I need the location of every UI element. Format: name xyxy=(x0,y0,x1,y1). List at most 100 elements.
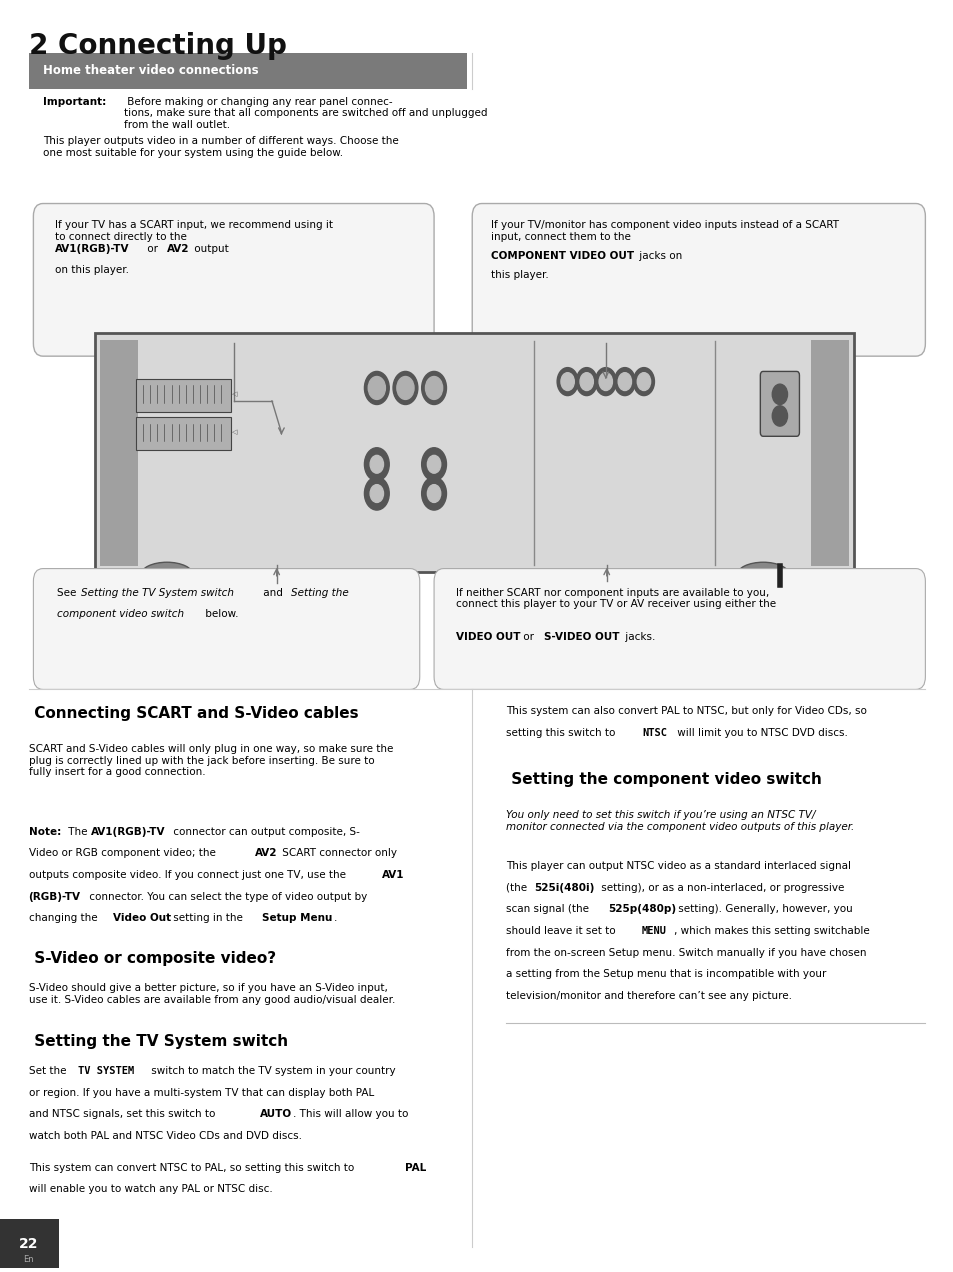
Text: 525p(480p): 525p(480p) xyxy=(608,904,676,915)
Circle shape xyxy=(579,373,593,391)
Text: This system can convert NTSC to PAL, so setting this switch to: This system can convert NTSC to PAL, so … xyxy=(29,1163,356,1173)
Text: SCART and S-Video cables will only plug in one way, so make sure the
plug is cor: SCART and S-Video cables will only plug … xyxy=(29,744,393,777)
Text: will enable you to watch any PAL or NTSC disc.: will enable you to watch any PAL or NTSC… xyxy=(29,1184,273,1194)
Text: PAL: PAL xyxy=(405,1163,426,1173)
Text: (RGB)-TV: (RGB)-TV xyxy=(29,892,81,902)
Text: MENU: MENU xyxy=(641,926,666,936)
Text: If your TV/monitor has component video inputs instead of a SCART
input, connect : If your TV/monitor has component video i… xyxy=(491,220,839,242)
Text: SCART connector only: SCART connector only xyxy=(278,848,396,859)
Text: . This will allow you to: . This will allow you to xyxy=(293,1109,408,1119)
Text: component video switch: component video switch xyxy=(57,609,184,619)
Text: AV1: AV1 xyxy=(381,870,404,880)
Text: S-Video or composite video?: S-Video or composite video? xyxy=(29,951,275,967)
Text: setting). Generally, however, you: setting). Generally, however, you xyxy=(675,904,852,915)
FancyBboxPatch shape xyxy=(0,1219,59,1268)
Circle shape xyxy=(364,371,389,404)
Circle shape xyxy=(393,371,417,404)
Text: S-Video should give a better picture, so if you have an S-Video input,
use it. S: S-Video should give a better picture, so… xyxy=(29,983,395,1005)
Text: AV2: AV2 xyxy=(254,848,277,859)
Text: En: En xyxy=(23,1254,34,1264)
Text: this player.: this player. xyxy=(491,270,549,280)
Text: 2 Connecting Up: 2 Connecting Up xyxy=(29,32,286,60)
FancyBboxPatch shape xyxy=(95,333,853,572)
FancyBboxPatch shape xyxy=(33,569,419,689)
Text: changing the: changing the xyxy=(29,913,100,923)
Text: switch to match the TV system in your country: switch to match the TV system in your co… xyxy=(148,1066,395,1076)
Text: or: or xyxy=(519,632,537,642)
FancyBboxPatch shape xyxy=(136,379,231,412)
Text: setting), or as a non-interlaced, or progressive: setting), or as a non-interlaced, or pro… xyxy=(598,883,843,893)
Text: setting in the: setting in the xyxy=(170,913,246,923)
Text: on this player.: on this player. xyxy=(55,265,130,275)
Text: See: See xyxy=(57,588,80,598)
Text: outputs composite video. If you connect just one TV, use the: outputs composite video. If you connect … xyxy=(29,870,349,880)
Text: 22: 22 xyxy=(19,1236,38,1252)
Text: Set the: Set the xyxy=(29,1066,70,1076)
Text: Before making or changing any rear panel connec-
tions, make sure that all compo: Before making or changing any rear panel… xyxy=(124,97,487,130)
Circle shape xyxy=(364,477,389,510)
Circle shape xyxy=(576,368,597,396)
FancyBboxPatch shape xyxy=(136,417,231,450)
Text: jacks on: jacks on xyxy=(636,251,681,261)
Text: a setting from the Setup menu that is incompatible with your: a setting from the Setup menu that is in… xyxy=(505,969,825,979)
Text: Setting the TV System switch: Setting the TV System switch xyxy=(81,588,233,598)
Text: Video or RGB component video; the: Video or RGB component video; the xyxy=(29,848,218,859)
Circle shape xyxy=(427,485,440,502)
Text: scan signal (the: scan signal (the xyxy=(505,904,591,915)
Text: Setting the component video switch: Setting the component video switch xyxy=(505,772,821,787)
Text: television/monitor and therefore can’t see any picture.: television/monitor and therefore can’t s… xyxy=(505,991,791,1001)
Circle shape xyxy=(560,373,574,391)
Text: .: . xyxy=(334,913,337,923)
Circle shape xyxy=(427,455,440,473)
Text: should leave it set to: should leave it set to xyxy=(505,926,618,936)
Text: Setting the: Setting the xyxy=(291,588,349,598)
Text: The: The xyxy=(65,827,91,837)
Text: S-VIDEO OUT: S-VIDEO OUT xyxy=(543,632,618,642)
Ellipse shape xyxy=(736,562,789,588)
Text: Home theater video connections: Home theater video connections xyxy=(43,64,258,78)
FancyBboxPatch shape xyxy=(810,340,848,566)
Text: Setting the TV System switch: Setting the TV System switch xyxy=(29,1034,288,1049)
Text: or region. If you have a multi-system TV that can display both PAL: or region. If you have a multi-system TV… xyxy=(29,1088,374,1098)
Text: ◁: ◁ xyxy=(232,430,237,435)
Text: Video Out: Video Out xyxy=(112,913,171,923)
FancyBboxPatch shape xyxy=(434,569,924,689)
Circle shape xyxy=(557,368,578,396)
Text: connector can output composite, S-: connector can output composite, S- xyxy=(170,827,359,837)
Text: jacks.: jacks. xyxy=(621,632,655,642)
Text: Important:: Important: xyxy=(43,97,106,107)
Text: ◁: ◁ xyxy=(232,392,237,397)
Circle shape xyxy=(633,368,654,396)
Circle shape xyxy=(598,373,612,391)
Text: (the: (the xyxy=(505,883,530,893)
Text: Setup Menu: Setup Menu xyxy=(262,913,333,923)
Text: Note:: Note: xyxy=(29,827,61,837)
Text: AV2: AV2 xyxy=(167,244,190,254)
Text: NTSC: NTSC xyxy=(641,728,666,738)
Text: 525i(480i): 525i(480i) xyxy=(534,883,594,893)
Text: If neither SCART nor component inputs are available to you,
connect this player : If neither SCART nor component inputs ar… xyxy=(456,588,776,609)
Text: AV1(RGB)-TV: AV1(RGB)-TV xyxy=(55,244,130,254)
Text: , which makes this setting switchable: , which makes this setting switchable xyxy=(673,926,868,936)
Circle shape xyxy=(370,485,383,502)
Text: This player outputs video in a number of different ways. Choose the
one most sui: This player outputs video in a number of… xyxy=(43,136,398,158)
Text: watch both PAL and NTSC Video CDs and DVD discs.: watch both PAL and NTSC Video CDs and DV… xyxy=(29,1131,301,1141)
FancyBboxPatch shape xyxy=(100,340,138,566)
Circle shape xyxy=(364,448,389,481)
FancyBboxPatch shape xyxy=(472,204,924,356)
Text: This system can also convert PAL to NTSC, but only for Video CDs, so: This system can also convert PAL to NTSC… xyxy=(505,706,865,716)
Text: and NTSC signals, set this switch to: and NTSC signals, set this switch to xyxy=(29,1109,218,1119)
Text: below.: below. xyxy=(202,609,238,619)
Text: This player can output NTSC video as a standard interlaced signal: This player can output NTSC video as a s… xyxy=(505,861,850,871)
Circle shape xyxy=(618,373,631,391)
Circle shape xyxy=(637,373,650,391)
Circle shape xyxy=(614,368,635,396)
Circle shape xyxy=(772,406,787,426)
Text: setting this switch to: setting this switch to xyxy=(505,728,618,738)
Text: output: output xyxy=(191,244,229,254)
Circle shape xyxy=(772,384,787,404)
Text: If your TV has a SCART input, we recommend using it
to connect directly to the: If your TV has a SCART input, we recomme… xyxy=(55,220,333,242)
Circle shape xyxy=(421,371,446,404)
Circle shape xyxy=(396,377,414,399)
Text: will limit you to NTSC DVD discs.: will limit you to NTSC DVD discs. xyxy=(673,728,846,738)
